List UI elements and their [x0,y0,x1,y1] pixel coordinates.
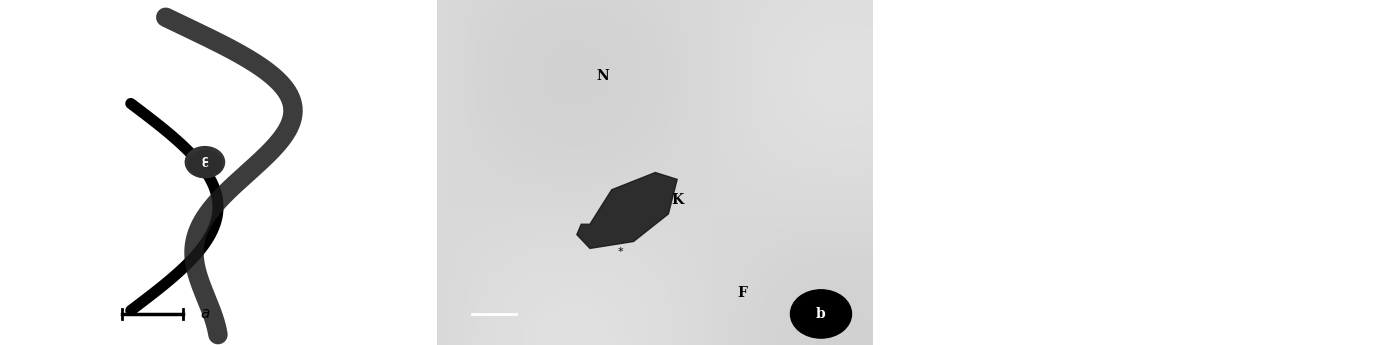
Text: N: N [597,69,609,83]
Text: K: K [671,193,684,207]
Text: k: k [911,159,920,172]
Text: b: b [817,307,826,321]
Text: *: * [617,247,623,257]
Text: c: c [911,307,920,321]
Text: f: f [1151,310,1158,324]
Polygon shape [577,172,677,248]
Text: c: c [202,156,208,165]
Text: a: a [201,306,210,322]
Text: c: c [202,158,209,169]
Text: F: F [738,286,747,300]
Circle shape [185,147,224,178]
Circle shape [188,151,221,177]
Circle shape [790,290,851,338]
